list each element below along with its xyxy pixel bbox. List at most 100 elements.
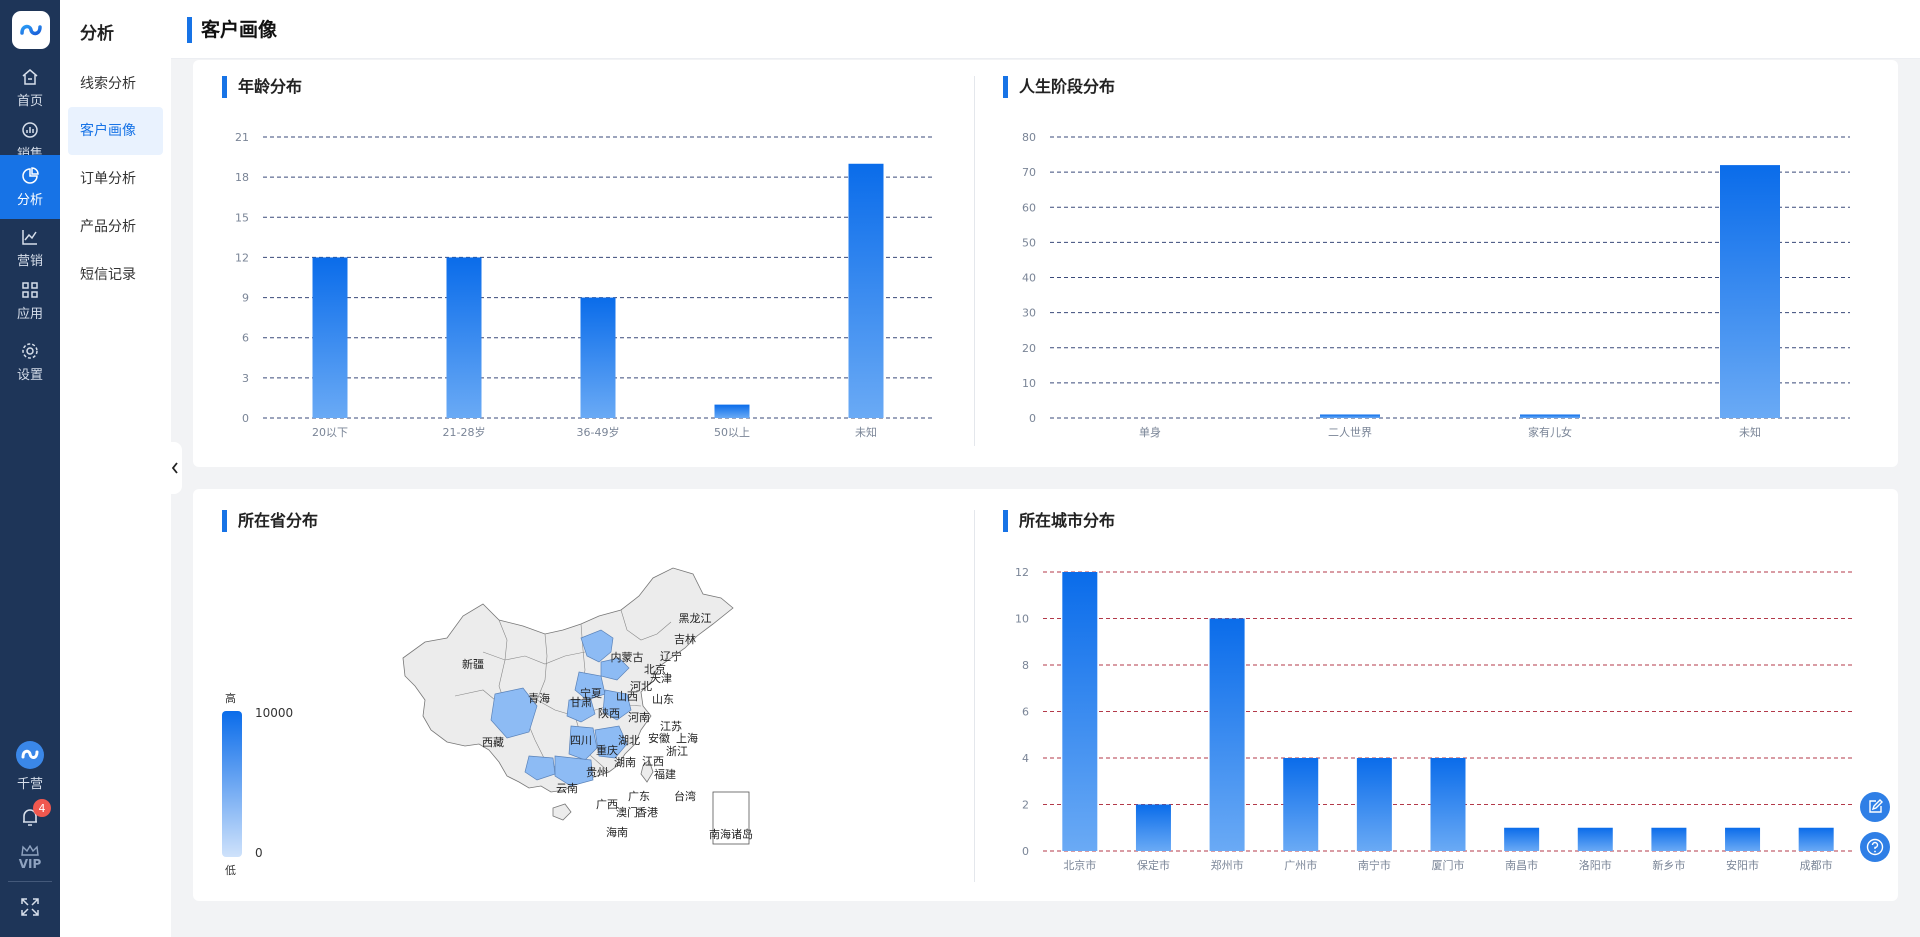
rail-item-label: 设置 (16, 367, 43, 383)
bar[interactable] (1798, 827, 1834, 851)
bar[interactable] (714, 404, 750, 418)
bar[interactable] (1577, 827, 1613, 851)
y-tick-label: 9 (242, 292, 249, 305)
map-province-label: 江苏 (660, 720, 682, 733)
bar[interactable] (848, 163, 884, 418)
x-tick-label: 北京市 (1063, 858, 1096, 872)
help-floating-button[interactable] (1860, 832, 1890, 862)
logo-icon (20, 24, 42, 36)
bar[interactable] (580, 297, 616, 418)
bar[interactable] (1504, 827, 1540, 851)
bar[interactable] (1430, 758, 1466, 851)
notification-button[interactable] (0, 806, 60, 828)
sales-icon (22, 121, 38, 138)
bar[interactable] (1209, 618, 1245, 852)
rail-item-label: 分析 (16, 192, 43, 208)
x-tick-label: 21-28岁 (443, 425, 486, 439)
brand-shortcut[interactable]: 千营 (0, 740, 60, 792)
map-province-label: 贵州 (586, 766, 608, 779)
y-tick-label: 80 (1022, 131, 1036, 144)
bar[interactable] (1320, 414, 1380, 418)
map-province-label: 内蒙古 (611, 650, 644, 664)
subnav-item-leads[interactable]: 线索分析 (80, 76, 136, 92)
bar[interactable] (1283, 758, 1319, 851)
life-stage-bar-chart: 0 10 20 30 40 50 60 70 80 单身 二人世界 家有儿女 未知 (1022, 131, 1850, 439)
rail-item-marketing[interactable]: 营销 (0, 216, 60, 280)
brand-label: 千营 (16, 777, 43, 792)
y-tick-label: 0 (1022, 845, 1029, 858)
bar[interactable] (1356, 758, 1392, 851)
notification-badge: 4 (33, 799, 51, 817)
legend-gradient-bar (222, 711, 242, 857)
map-province-label: 河南 (628, 711, 650, 724)
x-tick-label: 二人世界 (1328, 426, 1372, 439)
settings-icon (22, 342, 38, 359)
x-tick-label: 郑州市 (1211, 858, 1244, 872)
y-tick-label: 0 (1029, 412, 1036, 425)
card-divider (974, 510, 975, 882)
map-province-label: 河北 (630, 680, 652, 693)
city-bar-chart: 0 2 4 6 8 10 12 北京市 保定市 郑州市 广州市 南宁市 厦门市 南昌市 洛阳市 新乡市 安阳市 成… (1015, 566, 1853, 872)
map-landmass (402, 567, 734, 793)
rail-item-label: 营销 (16, 253, 43, 269)
x-tick-label: 未知 (1739, 425, 1761, 439)
bar[interactable] (1651, 827, 1687, 851)
app-logo[interactable] (12, 11, 50, 49)
subnav-item-orders[interactable]: 订单分析 (80, 171, 136, 187)
collapse-sidebar-button[interactable] (168, 442, 182, 494)
bar[interactable] (1135, 804, 1171, 852)
bar[interactable] (446, 257, 482, 418)
y-tick-label: 70 (1022, 166, 1036, 179)
map-province-label: 四川 (570, 734, 592, 747)
bar[interactable] (1062, 572, 1098, 851)
bar[interactable] (1725, 827, 1761, 851)
map-province-label: 宁夏 (580, 686, 602, 700)
map-province-label: 山东 (652, 693, 674, 706)
x-tick-label: 新乡市 (1652, 858, 1685, 872)
legend-max-label: 10000 (255, 706, 294, 720)
x-tick-label: 厦门市 (1432, 858, 1465, 872)
rail-item-apps[interactable]: 应用 (0, 269, 60, 333)
card-divider (974, 76, 975, 446)
expand-button[interactable] (0, 896, 60, 918)
map-province-label: 青海 (528, 691, 550, 705)
y-tick-label: 18 (235, 171, 249, 184)
map-province-label: 吉林 (674, 632, 696, 646)
brand-icon (16, 741, 44, 769)
rail-item-settings[interactable]: 设置 (0, 330, 60, 394)
y-tick-label: 12 (1015, 566, 1029, 579)
section-title-life-stage: 人生阶段分布 (1003, 76, 1115, 98)
vip-label: VIP (18, 857, 42, 871)
map-province-label: 广东 (628, 790, 650, 803)
y-tick-label: 6 (242, 332, 249, 345)
x-tick-label: 成都市 (1800, 858, 1833, 872)
bar[interactable] (1520, 414, 1580, 418)
page-title: 客户画像 (187, 17, 277, 43)
section-title-city: 所在城市分布 (1003, 510, 1115, 532)
map-taiwan (640, 759, 654, 783)
edit-icon (1869, 799, 1883, 813)
rail-item-label: 首页 (16, 93, 43, 109)
y-tick-label: 8 (1022, 659, 1029, 672)
x-tick-label: 未知 (855, 425, 877, 439)
top-header: 客户画像 (171, 0, 1920, 59)
y-tick-label: 40 (1022, 272, 1036, 285)
bell-icon (23, 809, 37, 826)
subnav-item-products[interactable]: 产品分析 (80, 219, 136, 235)
map-province-label: 上海 (676, 731, 698, 745)
bar[interactable] (1720, 165, 1780, 418)
rail-item-home[interactable]: 首页 (0, 56, 60, 120)
rail-item-label: 应用 (16, 306, 43, 322)
rail-item-analysis[interactable]: 分析 (0, 155, 60, 219)
edit-floating-button[interactable] (1860, 792, 1890, 822)
map-province-label: 云南 (556, 782, 578, 795)
y-tick-label: 4 (1022, 752, 1029, 765)
section-title-province: 所在省分布 (222, 510, 318, 532)
subnav-item-customer-profile[interactable]: 客户画像 (68, 107, 163, 155)
subnav-item-sms[interactable]: 短信记录 (80, 267, 136, 283)
vip-button[interactable]: VIP (0, 845, 60, 871)
bar[interactable] (312, 257, 348, 418)
south-china-sea-inset (712, 791, 750, 845)
map-province-label: 湖南 (614, 756, 636, 769)
y-tick-label: 0 (242, 412, 249, 425)
